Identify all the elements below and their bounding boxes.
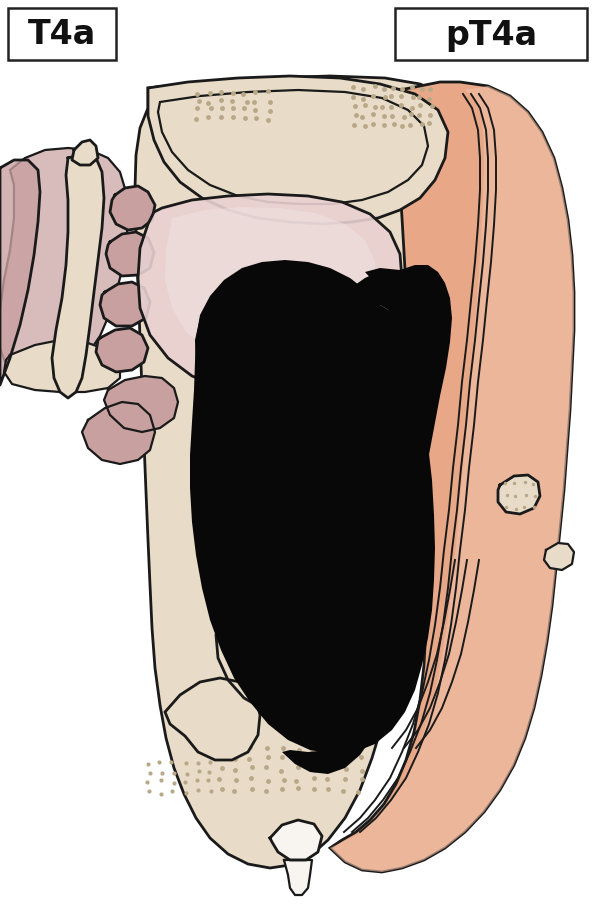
Polygon shape — [148, 76, 448, 224]
FancyBboxPatch shape — [8, 8, 116, 60]
Polygon shape — [165, 207, 375, 366]
Polygon shape — [498, 475, 540, 514]
Polygon shape — [544, 543, 574, 570]
Polygon shape — [138, 194, 402, 394]
Polygon shape — [330, 86, 574, 872]
Polygon shape — [216, 576, 365, 714]
Polygon shape — [135, 76, 468, 868]
Polygon shape — [282, 265, 452, 774]
Text: pT4a: pT4a — [445, 18, 537, 51]
Polygon shape — [165, 678, 260, 760]
Polygon shape — [190, 260, 435, 754]
Polygon shape — [330, 82, 574, 872]
Polygon shape — [82, 402, 155, 464]
Polygon shape — [4, 340, 120, 392]
Polygon shape — [302, 270, 438, 748]
Polygon shape — [0, 148, 128, 385]
Polygon shape — [104, 376, 178, 432]
Polygon shape — [72, 140, 98, 165]
FancyBboxPatch shape — [395, 8, 587, 60]
Polygon shape — [52, 154, 104, 398]
Polygon shape — [0, 160, 40, 385]
Polygon shape — [110, 186, 155, 230]
Polygon shape — [270, 820, 322, 860]
Polygon shape — [96, 328, 148, 372]
Polygon shape — [106, 232, 154, 276]
Polygon shape — [284, 860, 312, 895]
Polygon shape — [100, 282, 150, 326]
Text: T4a: T4a — [28, 18, 96, 51]
Polygon shape — [195, 265, 415, 742]
